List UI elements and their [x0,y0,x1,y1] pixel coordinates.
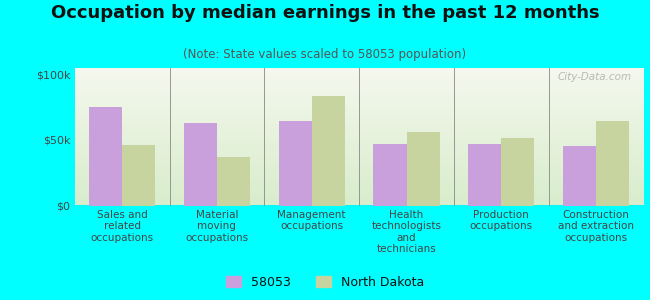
Bar [596,122,629,206]
Text: (Note: State values scaled to 58053 population): (Note: State values scaled to 58053 popu… [183,48,467,61]
Bar [563,146,596,206]
Bar [217,157,250,206]
Bar [373,144,406,206]
Bar [501,139,534,206]
Text: City-Data.com: City-Data.com [558,72,632,82]
Bar [279,122,312,206]
Bar [312,96,345,206]
Bar [122,145,155,206]
Bar [468,144,501,206]
Text: Occupation by median earnings in the past 12 months: Occupation by median earnings in the pas… [51,4,599,22]
Bar [184,123,217,206]
Bar [406,132,439,206]
Legend: 58053, North Dakota: 58053, North Dakota [221,271,429,294]
Bar [89,107,122,206]
